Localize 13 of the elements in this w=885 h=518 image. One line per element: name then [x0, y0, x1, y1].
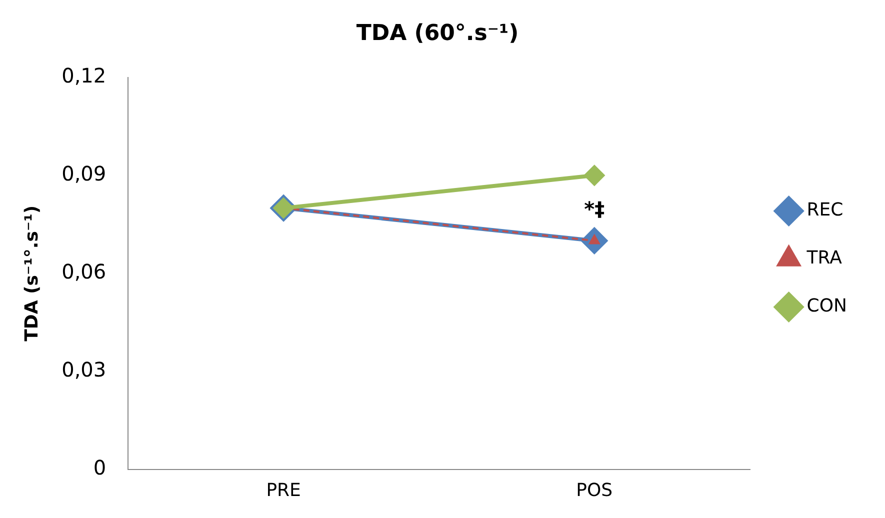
legend-label: REC [806, 200, 844, 221]
y-tick-label: 0,12 [62, 64, 106, 88]
chart-title: TDA (60°.s⁻¹) [356, 20, 519, 46]
y-tick-label: 0,03 [62, 358, 106, 382]
y-tick-label: 0 [93, 456, 106, 480]
y-axis-title: TDA (s⁻¹°.s⁻¹) [21, 205, 42, 342]
annotation: *‡ [584, 196, 605, 221]
x-tick-label: POS [576, 480, 613, 501]
legend-label: CON [806, 296, 847, 317]
legend-label: TRA [806, 248, 843, 269]
y-tick-label: 0,06 [62, 260, 106, 284]
x-tick-label: PRE [266, 480, 301, 501]
y-tick-label: 0,09 [62, 162, 106, 186]
